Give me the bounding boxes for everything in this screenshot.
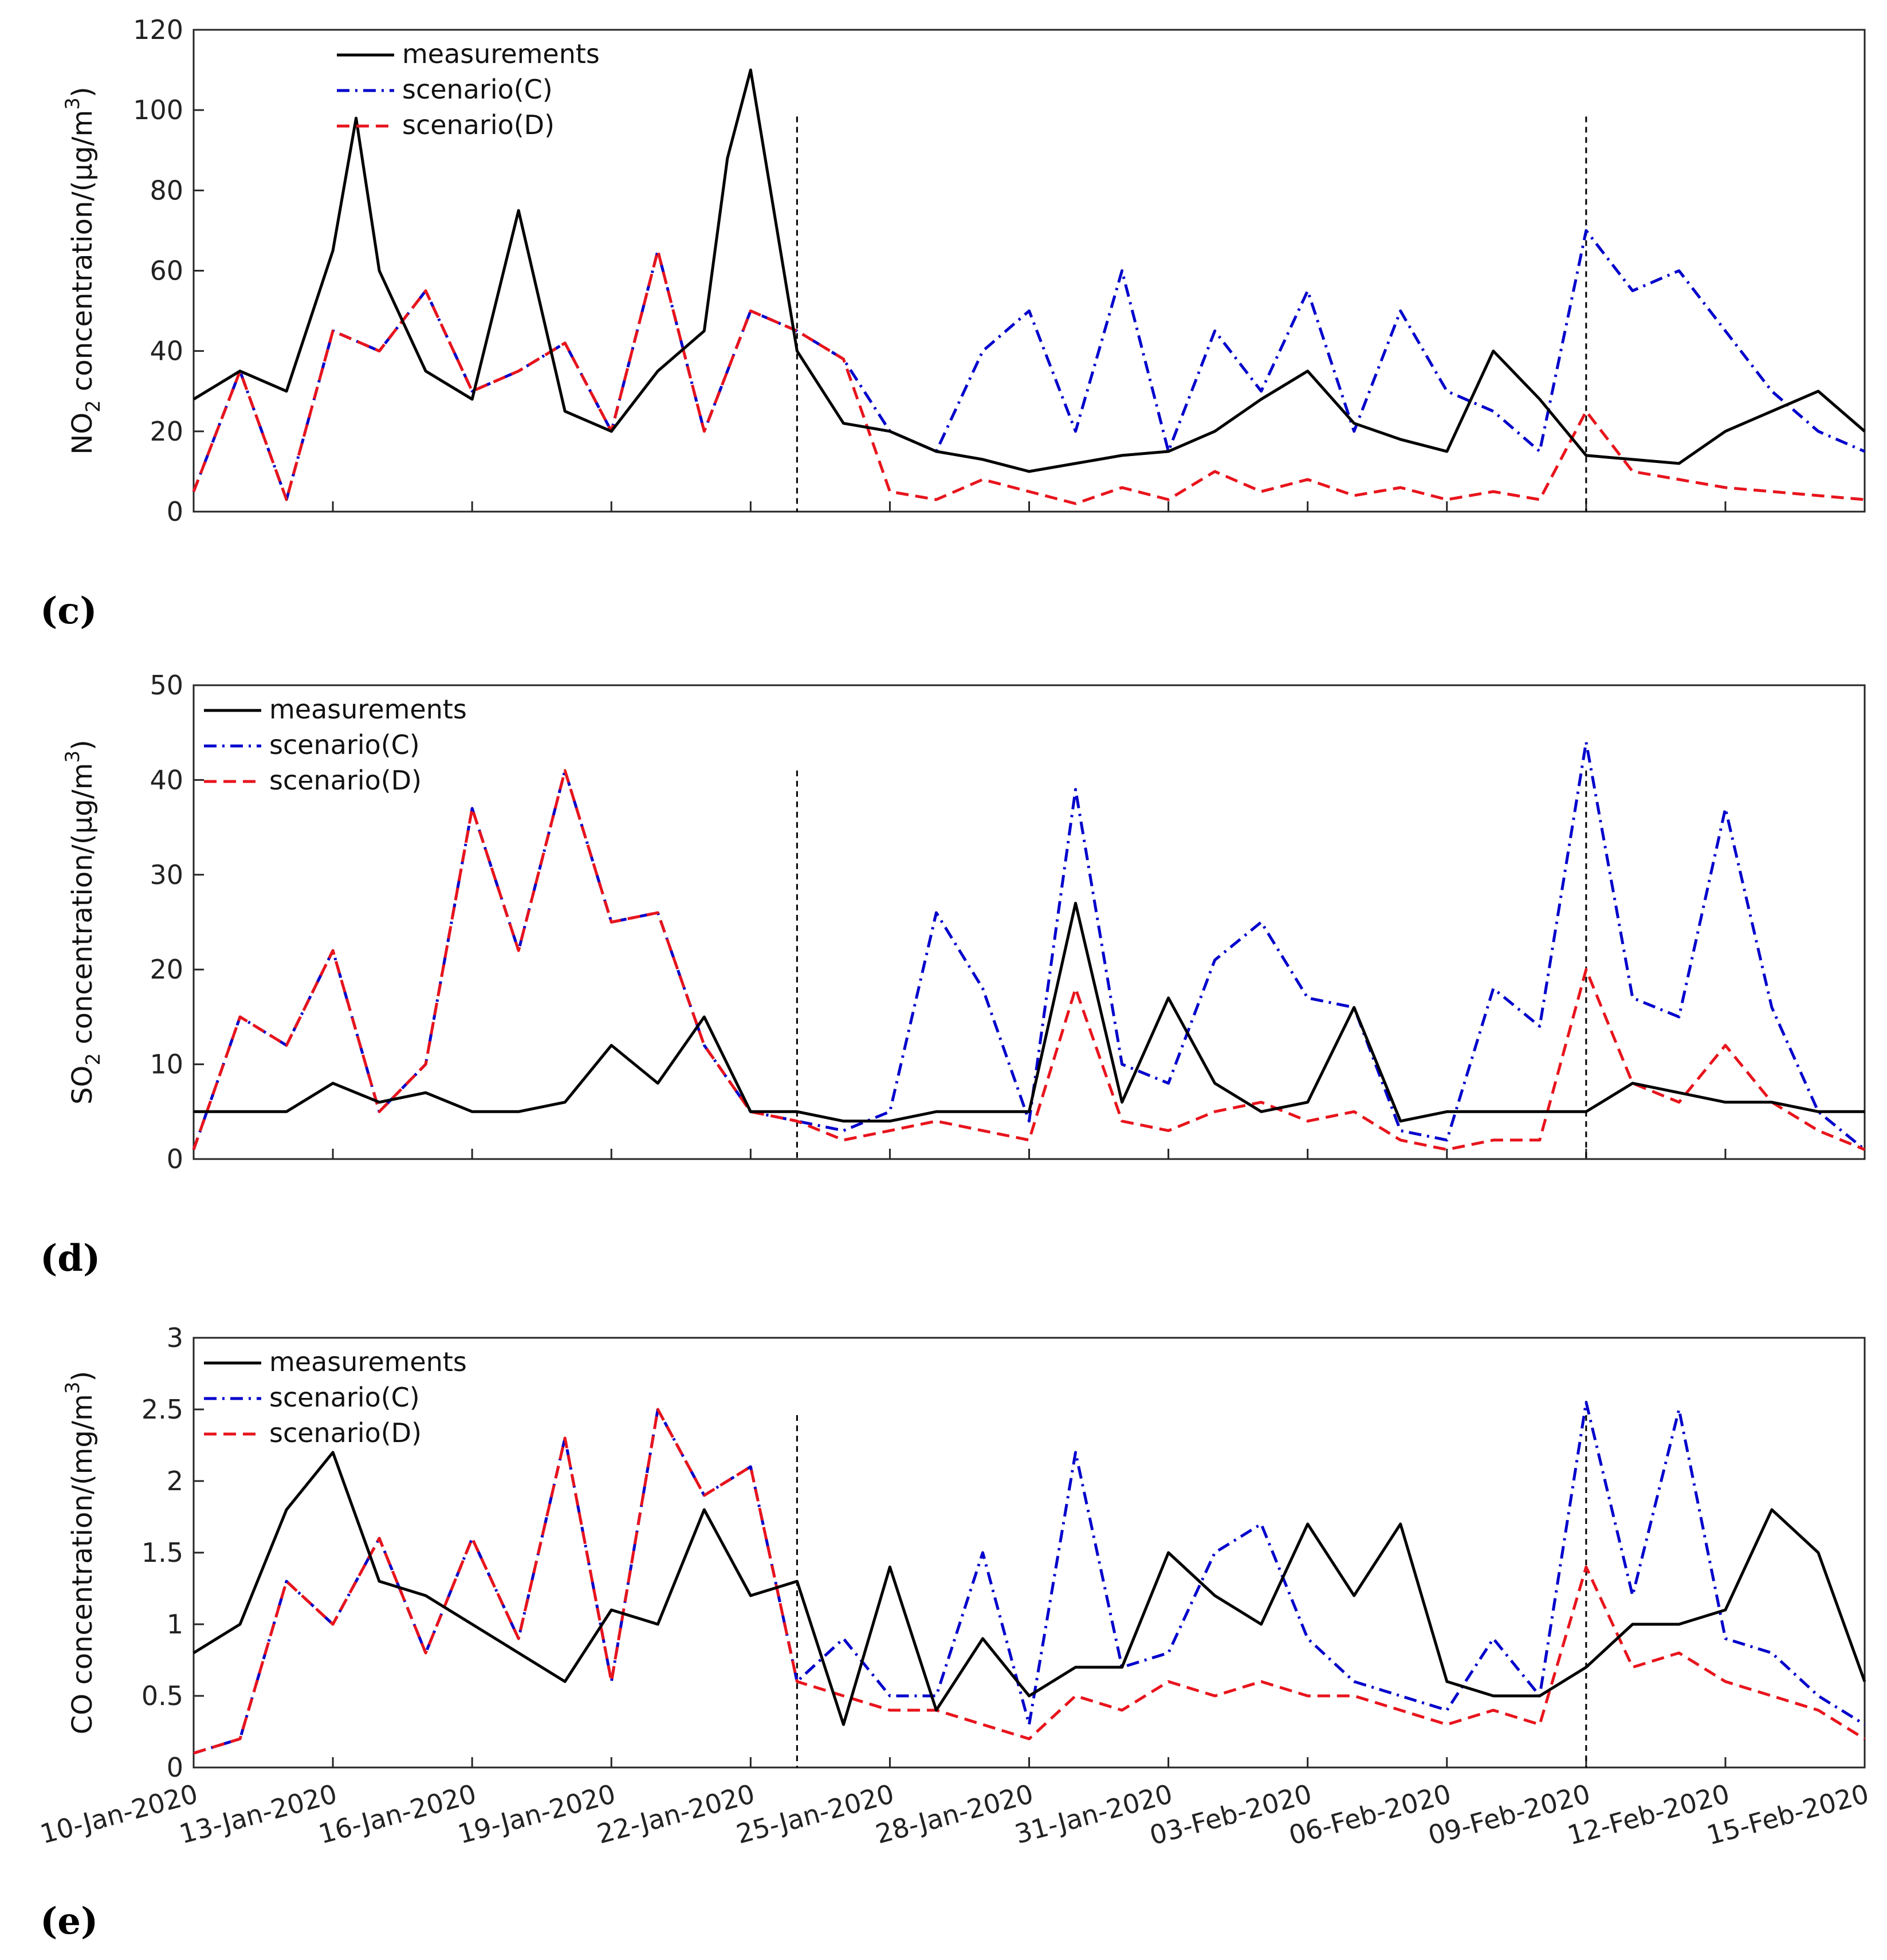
x-tick-label: 22-Jan-2020 xyxy=(594,1778,758,1849)
y-axis-label: CO concentration/(mg/m3) xyxy=(61,1371,99,1734)
chart-panel-1: 0 20 40 60 80 100 120 measurements scenario(C) sc… xyxy=(61,14,1866,527)
x-tick-label: 15-Feb-2020 xyxy=(1704,1778,1872,1851)
panel-label: (e) xyxy=(40,1900,98,1943)
x-tick-label: 19-Jan-2020 xyxy=(454,1778,619,1849)
chart-panel-2: 0 10 20 30 40 50 measurements scenario(C) scenar… xyxy=(61,670,1866,1175)
y-tick-label: 60 xyxy=(150,256,183,286)
legend-entry: scenario(C) xyxy=(402,74,553,105)
series-line-measurements xyxy=(194,901,1865,1123)
y-tick-label: 0 xyxy=(167,1752,183,1783)
y-tick-label: 50 xyxy=(150,670,183,701)
series-line-scenarioc xyxy=(192,740,1866,1151)
y-tick-label: 120 xyxy=(133,14,183,45)
x-tick-label: 06-Feb-2020 xyxy=(1285,1778,1454,1851)
x-tick-label: 09-Feb-2020 xyxy=(1425,1778,1593,1851)
y-tick-label: 20 xyxy=(150,954,183,985)
legend-entry: scenario(C) xyxy=(269,1382,420,1413)
series-line-scenariod xyxy=(193,1408,1866,1755)
x-tick-label: 28-Jan-2020 xyxy=(872,1778,1037,1849)
legend-entry: scenario(C) xyxy=(269,729,420,760)
legend-entry: scenario(D) xyxy=(269,1417,422,1448)
legend-entry: measurements xyxy=(402,38,600,69)
chart-panel-3: 0 0.5 1 1.5 2 2.5 3 10-Jan-202013-Jan-202016-Ja… xyxy=(37,1322,1872,1851)
y-axis-label: SO2 concentration/(μg/m3) xyxy=(61,740,105,1105)
y-tick-label: 2 xyxy=(167,1466,183,1496)
series-line-scenariod xyxy=(192,769,1865,1151)
y-tick-label: 0.5 xyxy=(141,1680,183,1711)
y-tick-label: 40 xyxy=(150,336,183,367)
series-line-measurements xyxy=(192,68,1866,473)
panel-label: (c) xyxy=(40,590,97,633)
x-tick-label: 10-Jan-2020 xyxy=(37,1778,201,1849)
series-line-measurements xyxy=(192,1451,1866,1726)
y-tick-label: 100 xyxy=(133,95,183,125)
legend-entry: measurements xyxy=(269,694,467,725)
y-tick-label: 1.5 xyxy=(141,1537,183,1568)
legend-entry: scenario(D) xyxy=(402,109,555,140)
y-tick-label: 3 xyxy=(167,1322,183,1353)
y-tick-label: 10 xyxy=(150,1049,183,1080)
y-tick-label: 30 xyxy=(150,859,183,890)
y-axis-label: NO2 concentration/(μg/m3) xyxy=(61,87,105,454)
x-tick-label: 03-Feb-2020 xyxy=(1146,1778,1315,1851)
x-tick-label: 12-Feb-2020 xyxy=(1564,1778,1732,1851)
legend-entry: scenario(D) xyxy=(269,765,422,796)
x-tick-label: 16-Jan-2020 xyxy=(315,1778,479,1849)
y-tick-label: 1 xyxy=(167,1609,183,1640)
plot-area-frame xyxy=(192,684,1866,1160)
series-line-scenariod xyxy=(192,249,1865,505)
series-line-scenarioc xyxy=(192,229,1865,501)
y-tick-label: 0 xyxy=(167,1144,183,1175)
y-tick-label: 80 xyxy=(150,175,183,206)
plot-area-frame xyxy=(192,1337,1866,1769)
y-tick-label: 40 xyxy=(150,764,183,795)
y-tick-label: 20 xyxy=(150,416,183,447)
y-tick-label: 2.5 xyxy=(141,1394,183,1425)
panel-label: (d) xyxy=(40,1237,100,1280)
series-line-scenarioc xyxy=(193,1401,1866,1755)
y-tick-label: 0 xyxy=(167,496,183,527)
x-tick-label: 25-Jan-2020 xyxy=(733,1778,898,1849)
legend-entry: measurements xyxy=(269,1346,467,1377)
x-tick-label: 13-Jan-2020 xyxy=(176,1778,340,1849)
